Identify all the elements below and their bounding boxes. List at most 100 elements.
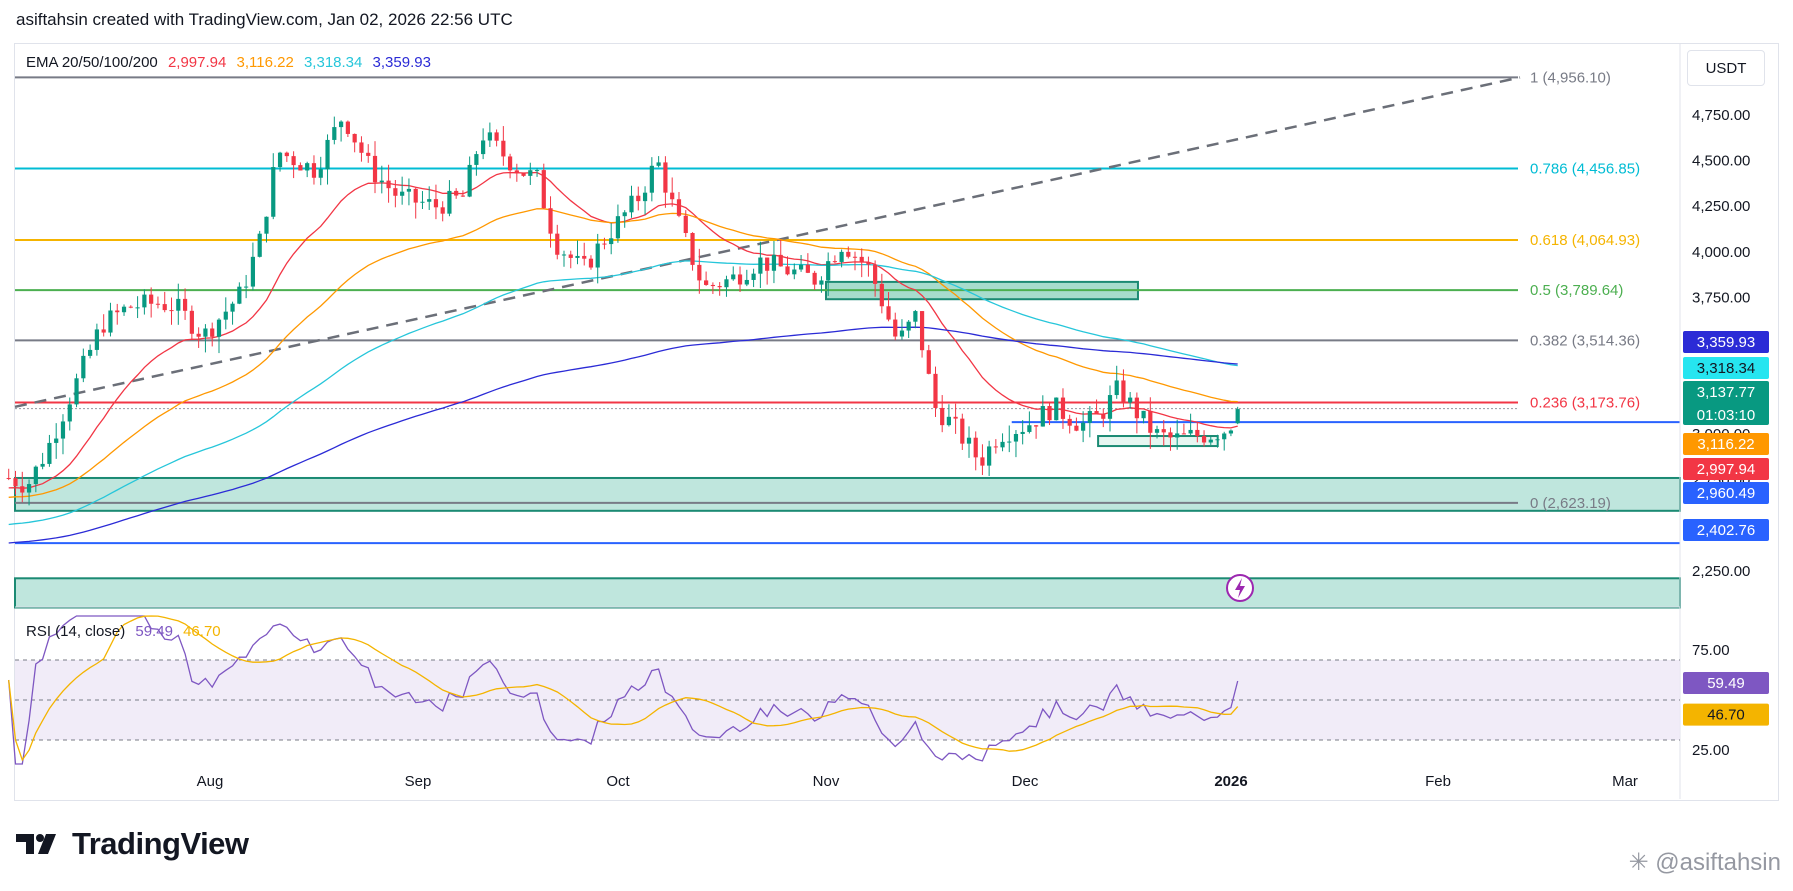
candle-body [162, 304, 167, 311]
candle [629, 185, 634, 218]
candle [933, 366, 938, 417]
candle [1121, 369, 1126, 408]
candle [1007, 425, 1012, 453]
candle-body [264, 216, 269, 234]
candle [839, 249, 844, 268]
candle [1107, 385, 1113, 432]
candle-body [1040, 406, 1045, 427]
candle-body [33, 466, 38, 485]
candle [88, 344, 93, 359]
candle [298, 162, 303, 171]
candle [555, 224, 560, 260]
candle [1033, 425, 1039, 439]
candle [819, 276, 824, 293]
candle-body [670, 192, 675, 200]
candle [595, 233, 600, 284]
candle [609, 223, 614, 255]
candle [332, 116, 337, 145]
candle [244, 274, 249, 299]
candle-body [771, 254, 777, 271]
candle [40, 452, 45, 470]
candle-body [128, 306, 133, 308]
candle-body [690, 233, 695, 265]
candle [1228, 429, 1234, 437]
candle-body [555, 233, 560, 255]
candle [284, 151, 289, 162]
demand-zone-lower [14, 577, 1681, 609]
candle-body [1013, 433, 1019, 442]
candle-body [1134, 397, 1139, 419]
candle [305, 161, 310, 178]
candle [744, 269, 749, 287]
candle [74, 373, 79, 408]
price-tick-label: 2,250.00 [1692, 563, 1750, 580]
candle-body [663, 162, 668, 193]
candle [778, 239, 783, 267]
price-badge-text: 2,997.94 [1697, 461, 1755, 478]
candle-body [366, 152, 371, 156]
candle [622, 210, 627, 228]
candle-body [1188, 429, 1193, 434]
candle [717, 282, 722, 296]
candle [663, 156, 668, 208]
rsi-badge [1683, 672, 1769, 695]
candle-body [642, 192, 648, 202]
candle [101, 314, 106, 337]
candle-body [338, 121, 344, 128]
candle-body [846, 251, 851, 257]
tradingview-logo[interactable]: TradingView [16, 826, 249, 862]
candle-body [379, 180, 384, 183]
candle [379, 165, 384, 194]
candle-body [1054, 397, 1059, 421]
tradingview-brand: TradingView [72, 826, 249, 861]
candle [230, 301, 235, 325]
candle [1047, 403, 1052, 426]
zones-layer [14, 280, 1681, 609]
price-tick-label: 4,000.00 [1692, 244, 1750, 261]
candle-body [602, 243, 607, 245]
price-badge-text: 3,359.93 [1697, 334, 1755, 351]
candle [993, 439, 998, 454]
candle-body [115, 310, 120, 313]
candle-body [182, 298, 188, 311]
candle [1181, 423, 1186, 435]
countdown-text: 01:03:10 [1697, 407, 1755, 424]
candle [846, 246, 851, 259]
candle [953, 403, 958, 434]
candle-body [216, 319, 222, 337]
candle-body [311, 163, 317, 178]
candle-body [460, 195, 466, 197]
candle-body [108, 310, 113, 333]
candle [81, 348, 86, 383]
candle [1141, 410, 1146, 424]
price-badge [1683, 482, 1769, 504]
candle-body [88, 349, 93, 356]
candle [1175, 419, 1180, 450]
price-tick-label: 4,750.00 [1692, 107, 1750, 124]
candle-body [575, 255, 580, 258]
candle [886, 292, 891, 322]
price-badge-text: 2,960.49 [1697, 485, 1755, 502]
candle-body [987, 446, 992, 466]
candle-body [873, 264, 878, 284]
candle-body [1215, 439, 1220, 441]
candle [413, 187, 418, 219]
candle-body [1195, 429, 1200, 437]
candle-body [393, 188, 398, 196]
currency-selector[interactable]: USDT [1687, 50, 1765, 86]
candle-body [798, 264, 804, 270]
candle [1020, 420, 1025, 445]
candle-body [636, 195, 641, 202]
candle-body [893, 319, 898, 337]
fib-label: 1 (4,956.10) [1530, 69, 1611, 86]
candle [973, 431, 978, 471]
candle [866, 256, 871, 277]
candle-body [257, 233, 262, 257]
candle-body [919, 311, 925, 351]
candle-body [1081, 422, 1086, 431]
demand-zone-upper [14, 476, 1681, 512]
candle [440, 201, 445, 222]
candle-body [1114, 380, 1119, 396]
candle-body [1201, 436, 1207, 443]
